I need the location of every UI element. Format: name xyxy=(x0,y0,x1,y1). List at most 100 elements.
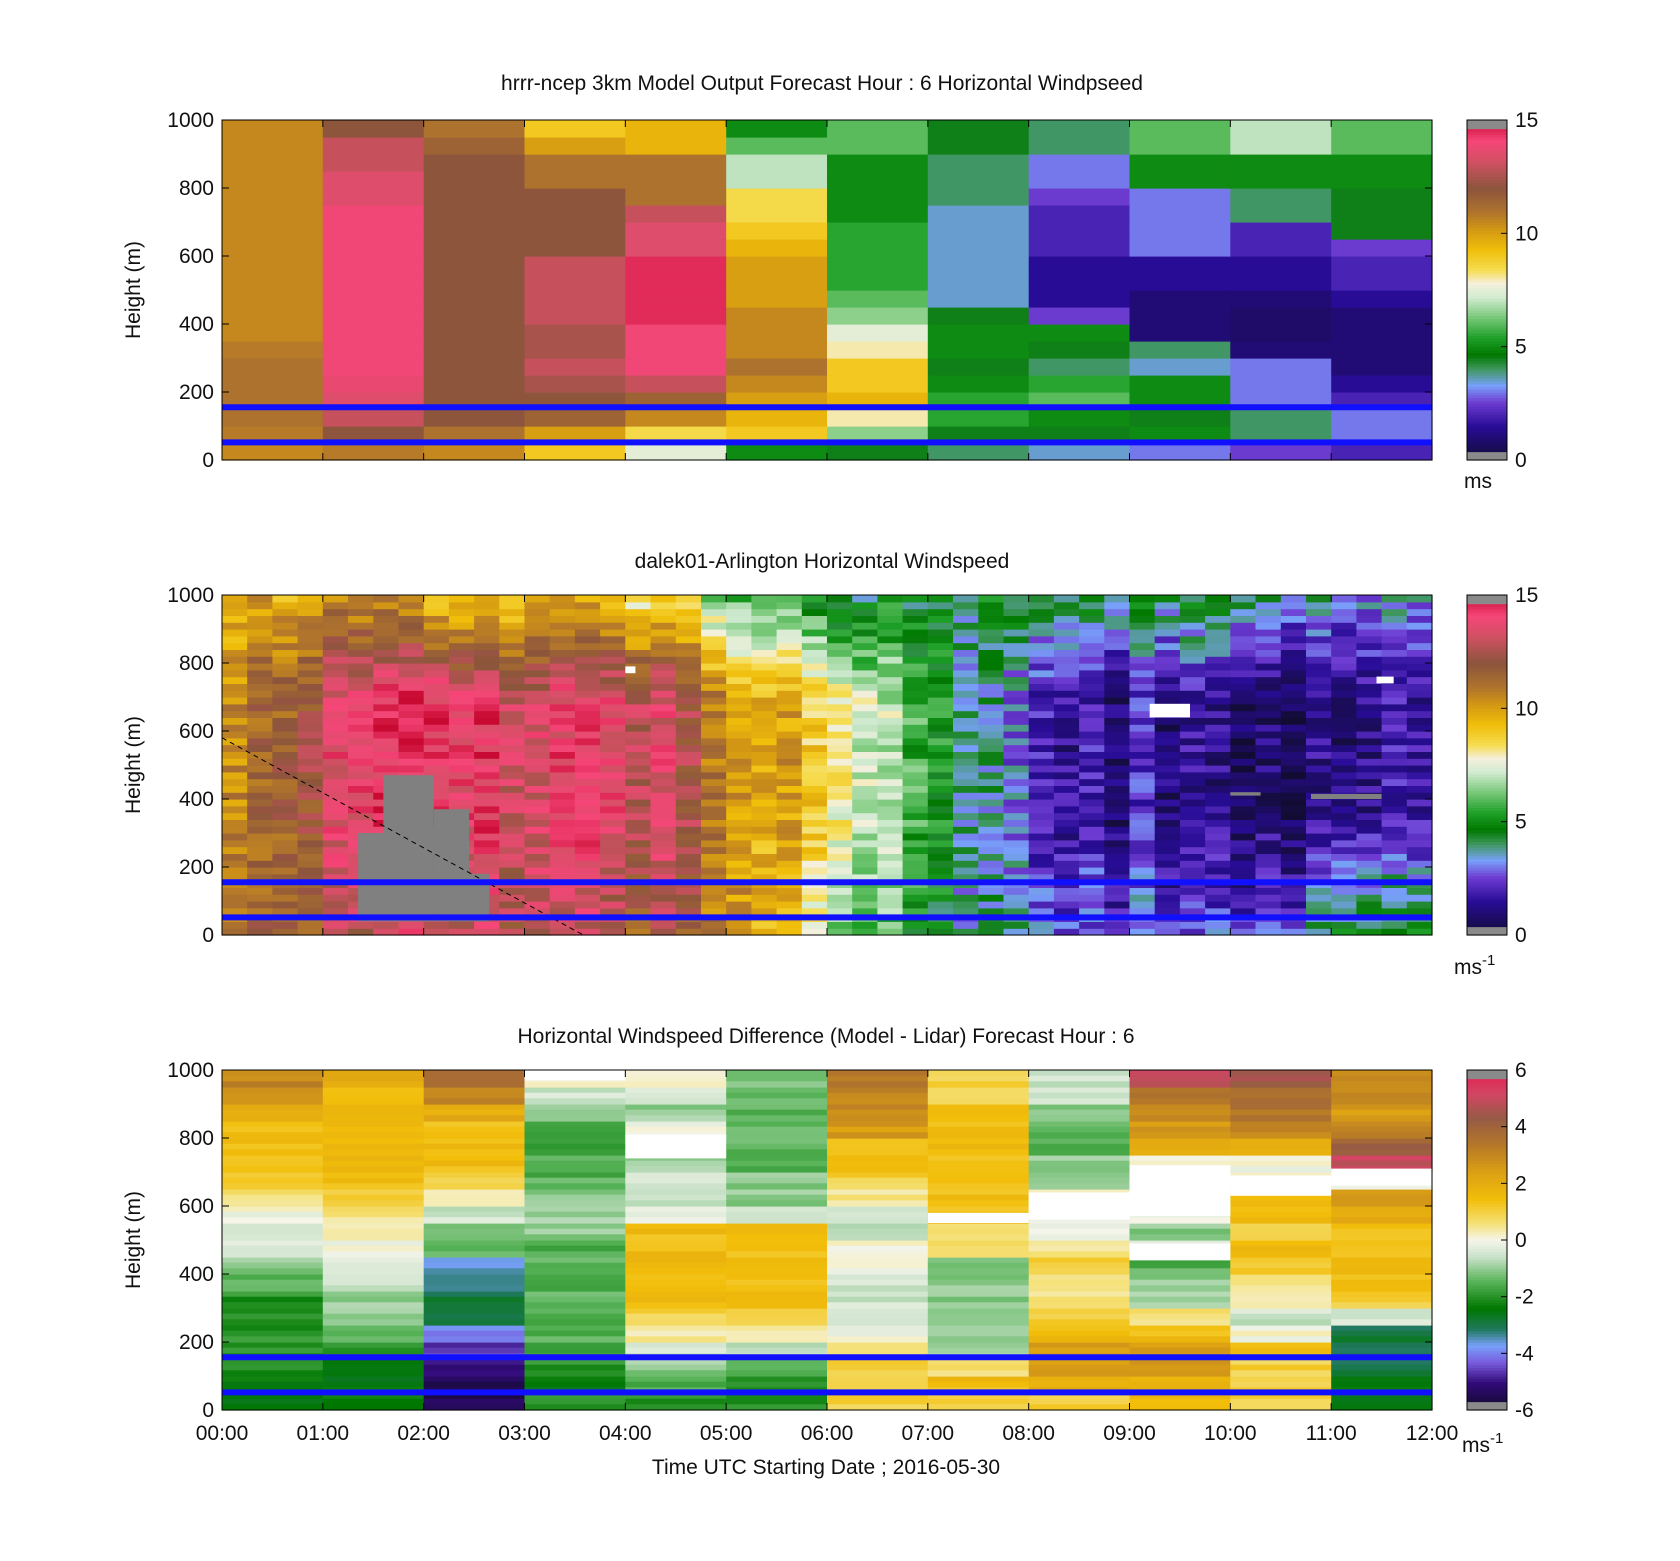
heatmap-cell xyxy=(1129,1149,1231,1156)
heatmap-cell xyxy=(423,1172,526,1179)
heatmap-cell xyxy=(524,846,551,854)
heatmap-cell xyxy=(524,595,551,603)
heatmap-cell xyxy=(675,792,702,800)
heatmap-cell xyxy=(852,771,878,780)
heatmap-cell xyxy=(423,792,450,800)
heatmap-cell xyxy=(222,375,324,393)
heatmap-cell xyxy=(751,595,778,603)
heatmap-cell xyxy=(1381,703,1408,712)
heatmap-cell xyxy=(1104,710,1131,718)
heatmap-cell xyxy=(751,853,778,861)
heatmap-cell xyxy=(1406,676,1433,684)
heatmap-cell xyxy=(1306,751,1332,759)
heatmap-cell xyxy=(927,1262,1030,1269)
heatmap-cell xyxy=(499,703,526,712)
heatmap-cell xyxy=(222,595,248,603)
colorbar-band xyxy=(1467,892,1507,896)
colorbar-band xyxy=(1467,148,1507,152)
heatmap-cell xyxy=(650,867,677,875)
heatmap-cell xyxy=(827,307,929,325)
heatmap-cell xyxy=(751,894,778,902)
heatmap-cell xyxy=(1230,154,1332,172)
heatmap-cell xyxy=(827,907,853,916)
colorbar-band xyxy=(1467,835,1507,840)
heatmap-cell xyxy=(650,860,677,868)
heatmap-cell xyxy=(398,921,425,929)
heatmap-cell xyxy=(297,778,324,786)
heatmap-cell xyxy=(600,669,626,678)
heatmap-cell xyxy=(222,642,248,650)
heatmap-cell xyxy=(953,669,979,678)
heatmap-cell xyxy=(574,724,601,732)
heatmap-cell xyxy=(549,765,576,773)
heatmap-cell xyxy=(1230,1228,1332,1235)
heatmap-cell xyxy=(549,839,576,848)
heatmap-cell xyxy=(1230,1370,1332,1377)
heatmap-cell xyxy=(650,697,677,705)
heatmap-cell xyxy=(322,867,349,875)
colorbar-band xyxy=(1467,1197,1507,1201)
heatmap-cell xyxy=(827,731,853,739)
heatmap-cell xyxy=(1028,1087,1131,1094)
heatmap-cell xyxy=(297,724,324,732)
heatmap-cell xyxy=(1230,819,1257,827)
colorbar-band xyxy=(1467,154,1507,158)
heatmap-cell xyxy=(1129,812,1156,820)
colorbar-band xyxy=(1467,660,1507,664)
heatmap-cell xyxy=(322,744,349,752)
heatmap-cell xyxy=(877,690,904,698)
heatmap-cell xyxy=(322,778,349,786)
heatmap-cell xyxy=(650,724,677,732)
heatmap-cell xyxy=(675,853,702,861)
colorbar-band xyxy=(1467,134,1507,138)
heatmap-cell xyxy=(297,921,324,929)
heatmap-cell xyxy=(852,751,878,759)
heatmap-cell xyxy=(474,771,500,780)
heatmap-cell xyxy=(953,921,979,929)
heatmap-cell xyxy=(927,683,954,691)
heatmap-cell xyxy=(1205,833,1231,841)
heatmap-cell xyxy=(625,256,727,274)
heatmap-cell xyxy=(1003,771,1030,780)
heatmap-cell xyxy=(1255,656,1282,664)
heatmap-cell xyxy=(726,1081,828,1088)
heatmap-cell xyxy=(1079,669,1105,678)
colorbar-band xyxy=(1467,360,1507,365)
heatmap-cell xyxy=(827,375,929,393)
heatmap-cell xyxy=(1129,1081,1231,1088)
heatmap-cell xyxy=(827,1194,929,1201)
heatmap-cell xyxy=(549,758,576,766)
heatmap-cell xyxy=(247,921,273,929)
heatmap-cell xyxy=(625,1342,727,1349)
heatmap-cell xyxy=(625,375,727,393)
heatmap-cell xyxy=(675,608,702,616)
heatmap-cell xyxy=(1129,1121,1231,1128)
heatmap-cell xyxy=(1331,799,1357,807)
heatmap-cell xyxy=(1003,690,1030,698)
colorbar-band xyxy=(1467,688,1507,692)
colorbar-band xyxy=(1467,620,1507,624)
heatmap-cell xyxy=(827,1257,929,1264)
heatmap-cell xyxy=(423,1121,526,1128)
heatmap-cell xyxy=(1079,805,1105,814)
heatmap-cell xyxy=(776,928,803,936)
heatmap-cell xyxy=(927,1234,1030,1241)
heatmap-cell xyxy=(675,928,702,936)
model-windspeed-panel: hrrr-ncep 3km Model Output Forecast Hour… xyxy=(122,72,1538,493)
heatmap-cell xyxy=(726,799,752,807)
heatmap-cell xyxy=(675,697,702,705)
heatmap-cell xyxy=(927,839,954,848)
colorbar-band xyxy=(1467,1378,1507,1383)
heatmap-cell xyxy=(600,839,626,848)
heatmap-cell xyxy=(222,1319,324,1326)
heatmap-cell xyxy=(322,683,349,691)
heatmap-cell xyxy=(1230,1245,1332,1252)
heatmap-cell xyxy=(625,608,652,616)
heatmap-cell xyxy=(423,928,450,936)
heatmap-cell xyxy=(322,710,349,718)
heatmap-cell xyxy=(978,601,1005,610)
heatmap-cell xyxy=(1053,778,1080,786)
heatmap-cell xyxy=(348,819,374,827)
heatmap-cell xyxy=(776,799,803,807)
colorbar-band xyxy=(1467,852,1507,857)
